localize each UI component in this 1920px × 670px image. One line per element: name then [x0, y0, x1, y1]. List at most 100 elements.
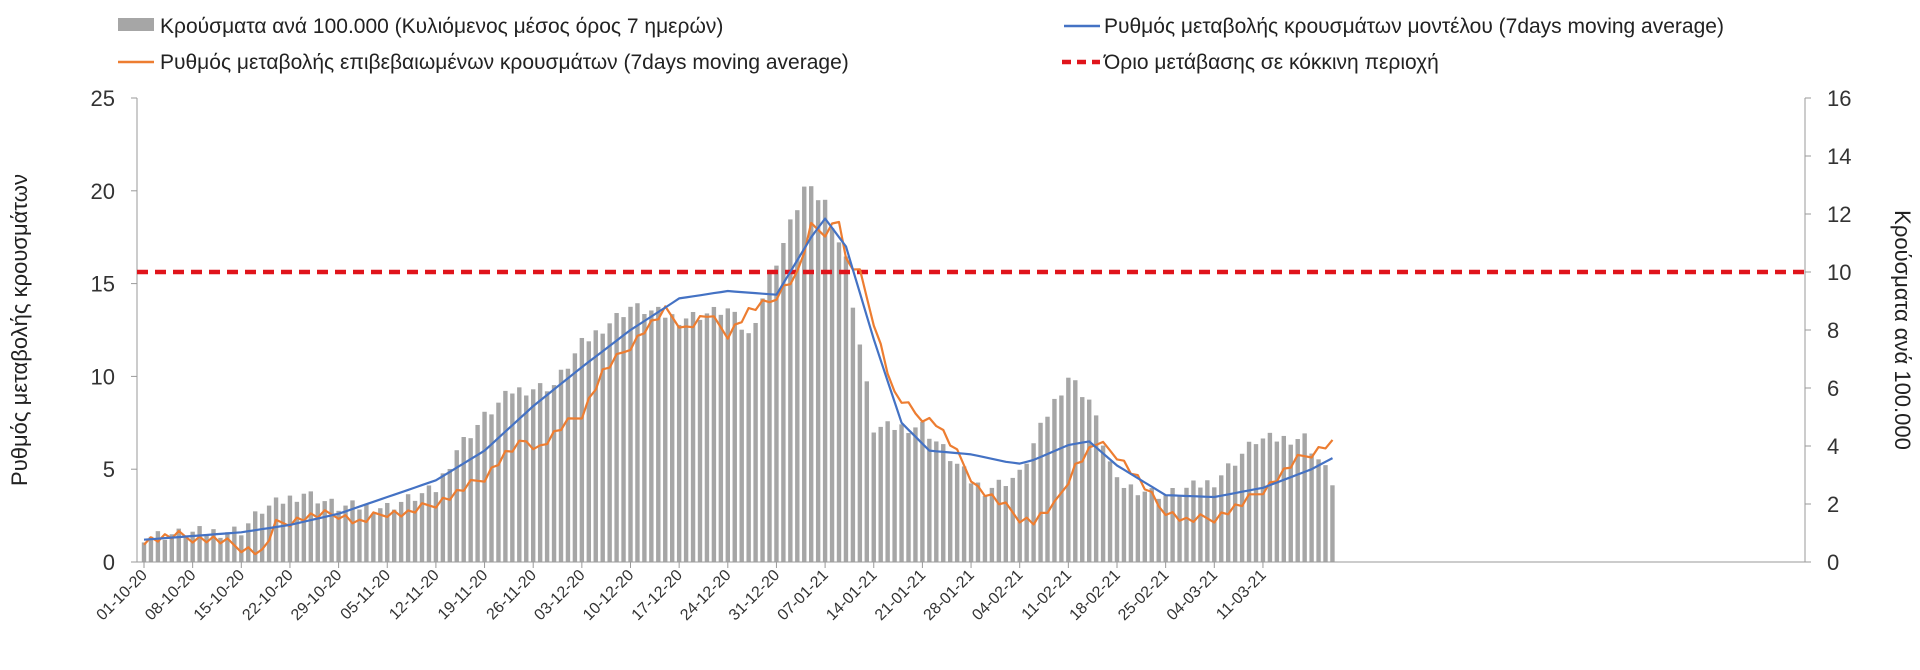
- bar: [697, 319, 703, 562]
- bar: [558, 369, 564, 562]
- bar: [364, 504, 369, 562]
- x-tick-label: 19-11-20: [435, 567, 492, 624]
- bar: [343, 505, 348, 562]
- bar: [1052, 398, 1057, 562]
- bar: [767, 273, 772, 562]
- x-tick-label: 31-12-20: [726, 567, 783, 624]
- y-right-tick-label: 0: [1827, 550, 1839, 575]
- bar: [906, 433, 911, 562]
- bar: [155, 531, 161, 562]
- bar: [315, 503, 320, 562]
- bar: [871, 432, 876, 562]
- bar: [809, 186, 814, 563]
- bar: [190, 531, 195, 562]
- bar: [1010, 477, 1015, 562]
- bar: [670, 314, 675, 562]
- bar: [280, 503, 286, 562]
- bar: [336, 510, 341, 562]
- y-right-tick-label: 10: [1827, 260, 1851, 285]
- bar: [510, 393, 515, 562]
- bar: [934, 441, 939, 562]
- legend-threshold-label: Όριο μετάβασης σε κόκκινη περιοχή: [1103, 51, 1439, 74]
- bar: [253, 511, 258, 562]
- y-right-tick-label: 8: [1827, 318, 1839, 343]
- bar: [169, 534, 174, 562]
- bar: [739, 329, 744, 562]
- bar: [802, 186, 807, 562]
- bar: [850, 307, 856, 562]
- bar: [357, 509, 362, 562]
- bar: [781, 243, 786, 562]
- bar: [989, 487, 995, 562]
- x-tick-label: 14-01-21: [823, 567, 880, 624]
- bar: [1142, 491, 1147, 562]
- bar: [1295, 439, 1300, 562]
- bar: [948, 461, 953, 562]
- bars-layer: [141, 186, 1335, 563]
- bar: [843, 256, 849, 562]
- bar: [211, 529, 216, 562]
- bar: [1302, 433, 1307, 562]
- bar: [426, 485, 432, 562]
- x-tick-label: 08-10-20: [142, 567, 199, 624]
- bar: [1114, 477, 1120, 562]
- x-tick-label: 21-01-21: [872, 567, 929, 624]
- bar: [266, 505, 272, 562]
- bar: [197, 526, 202, 562]
- bar: [405, 494, 411, 562]
- legend-confirmed-label: Ρυθμός μεταβολής επιβεβαιωμένων κρουσμάτ…: [160, 51, 849, 74]
- y-right-tick-label: 6: [1827, 376, 1839, 401]
- x-tick-label: 28-01-21: [921, 567, 978, 624]
- bar: [544, 391, 550, 562]
- bar: [496, 402, 501, 562]
- bar: [1274, 441, 1280, 562]
- model-line: [143, 217, 1334, 541]
- bar: [461, 437, 466, 562]
- x-tick-label: 11-03-21: [1213, 567, 1270, 624]
- bar: [350, 500, 355, 562]
- bar: [392, 509, 397, 562]
- y-right-axis-title: Κρούσματα ανά 100.000: [1890, 210, 1915, 450]
- x-tick-label: 17-12-20: [629, 567, 686, 624]
- bar: [537, 383, 543, 562]
- bar: [1253, 444, 1259, 562]
- bar: [774, 265, 779, 562]
- x-tick-label: 07-01-21: [775, 567, 832, 624]
- bar: [1087, 399, 1092, 562]
- bar: [663, 317, 668, 562]
- y-left-tick-label: 0: [103, 550, 115, 575]
- bar: [920, 421, 925, 562]
- bar: [162, 539, 168, 562]
- bar: [517, 387, 522, 562]
- bar: [746, 333, 751, 562]
- bar: [524, 395, 529, 562]
- bar: [1170, 488, 1175, 562]
- bar: [927, 438, 932, 562]
- bar: [600, 333, 605, 562]
- bar: [892, 429, 897, 562]
- bar: [815, 200, 821, 562]
- x-tick-label: 25-02-21: [1115, 567, 1172, 624]
- bar: [635, 303, 640, 562]
- bar: [287, 495, 293, 562]
- bar: [329, 498, 334, 562]
- x-tick-label: 03-12-20: [531, 567, 588, 624]
- bar: [1184, 487, 1189, 562]
- bar: [586, 341, 591, 562]
- bar: [982, 496, 988, 562]
- bar: [1024, 463, 1029, 562]
- bar: [371, 513, 376, 562]
- bar: [1038, 422, 1043, 562]
- bar: [711, 306, 717, 562]
- bar: [607, 323, 612, 562]
- bar: [1135, 495, 1141, 562]
- bar: [239, 535, 244, 562]
- bar: [148, 536, 154, 562]
- bar: [1212, 487, 1217, 562]
- bar: [899, 424, 904, 562]
- bar: [1121, 487, 1127, 562]
- bar: [259, 513, 265, 562]
- bar: [829, 228, 835, 562]
- bar: [482, 411, 487, 562]
